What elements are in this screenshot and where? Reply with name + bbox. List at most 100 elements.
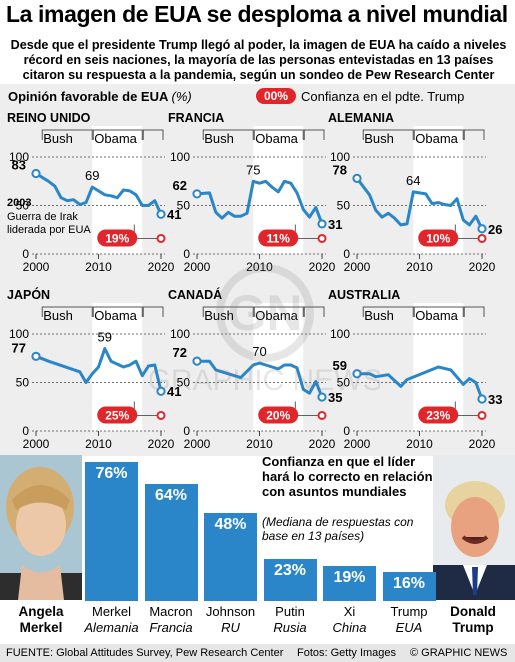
leader-name: Merkel: [91, 604, 131, 619]
obama-label: Obama: [255, 308, 298, 323]
y-tick-label: 50: [177, 376, 191, 390]
bush-label: Bush: [204, 131, 234, 146]
photo-credit: Fotos: Getty Images: [297, 647, 397, 659]
leader-name: Putin: [275, 604, 305, 619]
copyright: © GRAPHIC NEWS: [410, 647, 508, 659]
bar-putin: 23%: [263, 559, 317, 601]
bar-value-label: 19%: [333, 569, 366, 587]
x-tick-label: 2000: [184, 260, 211, 274]
y-tick-label: 50: [16, 199, 30, 213]
series-point: [31, 351, 41, 361]
svg-text:GRAPHIC NEWS: GRAPHIC NEWS: [150, 364, 380, 397]
series-line: [35, 347, 163, 392]
series-line: [197, 359, 324, 398]
page-title: La imagen de EUA se desploma a nivel mun…: [6, 1, 508, 27]
series-point: [477, 394, 487, 404]
leader-name: Macron: [149, 604, 193, 619]
chart-title: FRANCIA: [168, 111, 224, 125]
y-tick-label: 100: [170, 150, 190, 164]
y-tick-label: 0: [183, 424, 190, 438]
series-point: [156, 386, 166, 396]
bar-merkel: 76%: [85, 462, 138, 601]
series-point: [352, 369, 362, 379]
bar-value-label: 23%: [273, 562, 307, 580]
obama-bracket: [92, 129, 143, 140]
series-point: [477, 224, 487, 234]
mid-value-label: 64: [406, 173, 420, 188]
chart-title: REINO UNIDO: [7, 111, 91, 125]
bar-category-label: Johnson RU: [200, 604, 261, 636]
leader-country: Rusia: [273, 620, 307, 635]
confidence-value: 20%: [266, 408, 290, 422]
bar-value-label: 48%: [214, 516, 247, 534]
bar-category-label: Trump EUA: [379, 604, 440, 636]
last-value-label: 41: [167, 384, 181, 399]
last-value-label: 31: [328, 217, 342, 232]
confidence-value: 11%: [267, 231, 291, 245]
bar-category-label: Xi China: [319, 604, 380, 636]
series-point: [156, 209, 166, 219]
last-value-label: 26: [488, 222, 502, 237]
trump-bracket: [142, 129, 164, 140]
x-tick-label: 2010: [85, 437, 112, 451]
leader-country: China: [332, 620, 367, 635]
confidence-point: [156, 410, 166, 420]
trump-name: Donald Trump: [450, 604, 496, 635]
series-line: [196, 179, 324, 225]
obama-label: Obama: [94, 131, 137, 146]
confidence-value: 25%: [105, 408, 129, 422]
chart-title: JAPÓN: [7, 287, 50, 302]
y-tick-label: 50: [16, 376, 30, 390]
mid-value-label: 70: [252, 344, 266, 359]
obama-bracket: [413, 129, 464, 140]
confidence-point: [317, 233, 327, 243]
bar-value-label: 76%: [95, 465, 128, 483]
confidence-value: 10%: [426, 231, 450, 245]
merkel-name: Angela Merkel: [18, 604, 64, 635]
footer: FUENTE: Global Attitudes Survey, Pew Res…: [0, 644, 515, 662]
annotation-year: 2003: [7, 197, 31, 209]
x-tick-label: 2000: [344, 437, 371, 451]
source-text: FUENTE: Global Attitudes Survey, Pew Res…: [6, 647, 284, 659]
legend-title: Opinión favorable de EUA (%): [8, 89, 192, 104]
bar-value-label: 64%: [154, 487, 188, 505]
x-tick-label: 2020: [148, 260, 175, 274]
mid-value-label: 69: [85, 168, 99, 183]
bush-bracket: [41, 129, 93, 140]
series-point: [192, 356, 202, 366]
bar-chart-note: (Mediana de respuestas con base en 13 pa…: [262, 515, 414, 543]
series-point: [317, 219, 327, 229]
bar-category-label: Macron Francia: [141, 604, 202, 636]
x-tick-label: 2010: [246, 260, 273, 274]
last-value-label: 41: [167, 207, 181, 222]
bush-bracket: [202, 306, 254, 317]
y-tick-label: 50: [337, 199, 351, 213]
x-tick-label: 2010: [85, 260, 112, 274]
confidence-point: [477, 233, 487, 243]
obama-label: Obama: [415, 131, 458, 146]
bar-category-label: Putin Rusia: [260, 604, 321, 636]
legend-badge: 00%: [256, 88, 296, 104]
y-tick-label: 100: [170, 327, 190, 341]
subtitle: Desde que el presidente Trump llegó al p…: [10, 38, 507, 82]
confidence-badge: [97, 229, 138, 247]
bar-value-label: 16%: [392, 574, 426, 592]
y-tick-label: 0: [343, 424, 350, 438]
y-tick-label: 100: [330, 327, 350, 341]
x-tick-label: 2000: [23, 437, 50, 451]
y-tick-label: 100: [330, 150, 350, 164]
annotation-text: liderada por EUA: [7, 224, 91, 236]
bar-xi: 19%: [323, 566, 376, 601]
chart-title: AUSTRALIA: [328, 288, 400, 302]
series-point: [192, 189, 202, 199]
first-value-label: 59: [333, 358, 347, 373]
merkel-photo: [0, 455, 82, 600]
series-point: [31, 168, 41, 179]
x-tick-label: 2020: [309, 260, 336, 274]
confidence-value: 19%: [105, 231, 129, 245]
